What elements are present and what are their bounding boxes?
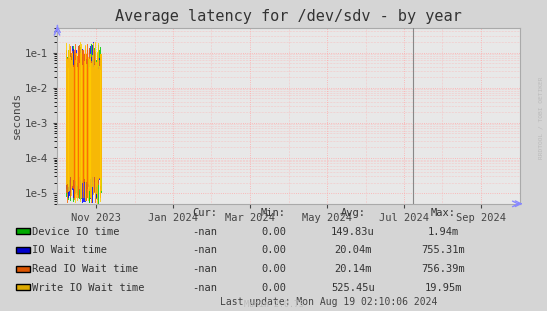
- Title: Average latency for /dev/sdv - by year: Average latency for /dev/sdv - by year: [115, 9, 462, 24]
- Text: 1.94m: 1.94m: [427, 227, 459, 237]
- Text: Avg:: Avg:: [340, 208, 365, 218]
- Text: 20.04m: 20.04m: [334, 245, 371, 255]
- Text: 756.39m: 756.39m: [421, 264, 465, 274]
- Text: Min:: Min:: [261, 208, 286, 218]
- Text: Last update: Mon Aug 19 02:10:06 2024: Last update: Mon Aug 19 02:10:06 2024: [219, 297, 437, 307]
- Text: Cur:: Cur:: [193, 208, 218, 218]
- Text: -nan: -nan: [193, 227, 218, 237]
- Text: IO Wait time: IO Wait time: [32, 245, 107, 255]
- Text: Max:: Max:: [430, 208, 456, 218]
- Y-axis label: seconds: seconds: [12, 92, 22, 139]
- Text: 0.00: 0.00: [261, 264, 286, 274]
- Text: Read IO Wait time: Read IO Wait time: [32, 264, 138, 274]
- Text: 0.00: 0.00: [261, 283, 286, 293]
- Text: 0.00: 0.00: [261, 227, 286, 237]
- Text: Write IO Wait time: Write IO Wait time: [32, 283, 144, 293]
- Text: 19.95m: 19.95m: [424, 283, 462, 293]
- Text: 149.83u: 149.83u: [331, 227, 375, 237]
- Text: -nan: -nan: [193, 245, 218, 255]
- Text: Munin 2.0.73: Munin 2.0.73: [243, 300, 304, 309]
- Text: RRDTOOL / TOBI OETIKER: RRDTOOL / TOBI OETIKER: [538, 77, 543, 160]
- Text: -nan: -nan: [193, 283, 218, 293]
- Text: 0.00: 0.00: [261, 245, 286, 255]
- Text: 755.31m: 755.31m: [421, 245, 465, 255]
- Text: 525.45u: 525.45u: [331, 283, 375, 293]
- Text: -nan: -nan: [193, 264, 218, 274]
- Text: Device IO time: Device IO time: [32, 227, 120, 237]
- Text: 20.14m: 20.14m: [334, 264, 371, 274]
